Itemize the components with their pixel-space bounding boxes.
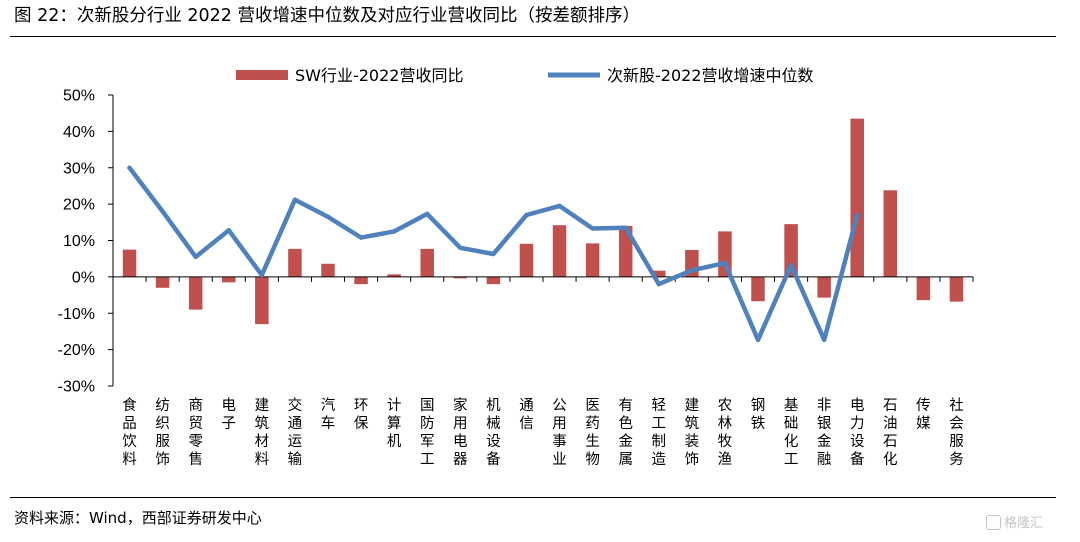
line-point	[623, 225, 628, 230]
bar	[949, 276, 964, 302]
bar	[420, 248, 434, 277]
line-point	[590, 226, 595, 231]
bar-series	[122, 118, 964, 325]
line-point	[292, 197, 298, 202]
category-label: 基础化工	[784, 397, 799, 468]
legend: SW行业-2022营收同比 次新股-2022营收增速中位数	[236, 66, 814, 85]
bar	[883, 190, 898, 277]
category-label: 轻工制造	[652, 397, 667, 468]
watermark: 格隆汇	[986, 512, 1043, 531]
category-label: 机械设备	[486, 397, 501, 468]
line-point	[788, 263, 794, 268]
bar	[255, 276, 269, 325]
line-point	[755, 337, 761, 343]
y-axis-ticks: 50% 40% 30% 20% 10% 0% -10% -20% -30%	[58, 88, 113, 396]
category-label: 计算机	[387, 397, 402, 450]
line-point	[193, 254, 198, 260]
category-label: 传媒	[916, 397, 931, 432]
category-label: 建筑材料	[255, 397, 270, 468]
category-label: 社会服务	[949, 397, 964, 468]
y-tick-label: 30%	[63, 160, 95, 177]
legend-line-label: 次新股-2022营收增速中位数	[607, 66, 814, 85]
y-tick-label: 40%	[63, 124, 95, 141]
line-point	[855, 212, 860, 218]
y-tick-label: -20%	[58, 342, 95, 359]
line-point	[491, 251, 496, 257]
bar	[585, 243, 600, 277]
line-point	[821, 337, 827, 343]
line-point	[160, 209, 165, 214]
bar	[850, 118, 864, 277]
category-label: 食品饮料	[122, 397, 137, 468]
line-point	[656, 281, 661, 287]
category-label: 汽车	[321, 397, 336, 432]
y-tick-label: -30%	[58, 379, 95, 396]
y-tick-label: -10%	[58, 306, 95, 323]
y-tick-label: 50%	[63, 88, 95, 105]
category-label: 商贸零售	[188, 397, 203, 468]
y-tick-label: 20%	[63, 197, 95, 214]
line-point	[127, 165, 132, 170]
bottom-rule	[10, 497, 1056, 498]
category-label: 家用电器	[453, 397, 468, 468]
bar	[321, 263, 335, 277]
bar	[519, 243, 534, 277]
line-point	[524, 212, 529, 218]
category-label: 通信	[519, 397, 534, 432]
category-label: 公用事业	[552, 398, 567, 468]
category-label: 交通运输	[288, 396, 303, 468]
legend-bar-swatch	[236, 70, 288, 80]
bar	[155, 276, 170, 288]
bar	[387, 274, 401, 277]
bar	[916, 276, 931, 301]
watermark-text: 格隆汇	[1004, 516, 1044, 531]
source-note: 资料来源：Wind，西部证券研发中心	[14, 509, 262, 527]
bar	[784, 224, 798, 277]
y-tick-label: 10%	[63, 233, 95, 250]
category-label: 农林牧渔	[718, 397, 733, 468]
category-label: 电力设备	[850, 397, 865, 468]
category-label: 钢铁	[751, 397, 766, 432]
top-rule	[10, 36, 1056, 37]
bar	[618, 225, 633, 277]
category-label: 国防军工	[420, 398, 435, 468]
bar	[288, 248, 302, 277]
bar	[652, 270, 666, 277]
category-label: 非银金融	[817, 397, 832, 468]
line-point	[458, 245, 463, 250]
category-label: 有色金属	[618, 397, 633, 468]
line-point	[722, 260, 728, 266]
category-label: 石油石化	[883, 398, 898, 468]
bar	[122, 249, 137, 277]
bar	[222, 276, 236, 283]
y-tick-label: 0%	[72, 269, 95, 286]
line-point	[325, 214, 331, 220]
line-point	[689, 268, 695, 273]
bar	[552, 225, 567, 277]
bar	[188, 276, 203, 310]
bar	[486, 276, 501, 285]
category-label: 建筑装饰	[685, 397, 700, 468]
category-label: 电子	[222, 397, 237, 432]
line-point	[557, 203, 562, 209]
bar	[817, 276, 831, 298]
line-point	[391, 229, 397, 234]
watermark-logo-icon	[986, 515, 1001, 530]
x-axis-ticks	[112, 276, 974, 282]
line-point	[425, 211, 430, 217]
line-point	[259, 272, 265, 278]
category-label: 医药生物	[585, 398, 600, 468]
figure-title: 图 22：次新股分行业 2022 营收增速中位数及对应行业营收同比（按差额排序）	[14, 6, 640, 26]
bar	[354, 276, 368, 285]
category-label: 环保	[354, 398, 369, 432]
line-point	[358, 235, 364, 240]
bar	[453, 276, 468, 279]
category-label: 纺织服饰	[155, 397, 170, 468]
bar	[751, 276, 765, 302]
legend-bar-label: SW行业-2022营收同比	[295, 66, 463, 85]
line-series	[127, 165, 860, 343]
chart: SW行业-2022营收同比 次新股-2022营收增速中位数 50% 40% 30% 2…	[58, 66, 974, 468]
line-point	[226, 228, 231, 233]
